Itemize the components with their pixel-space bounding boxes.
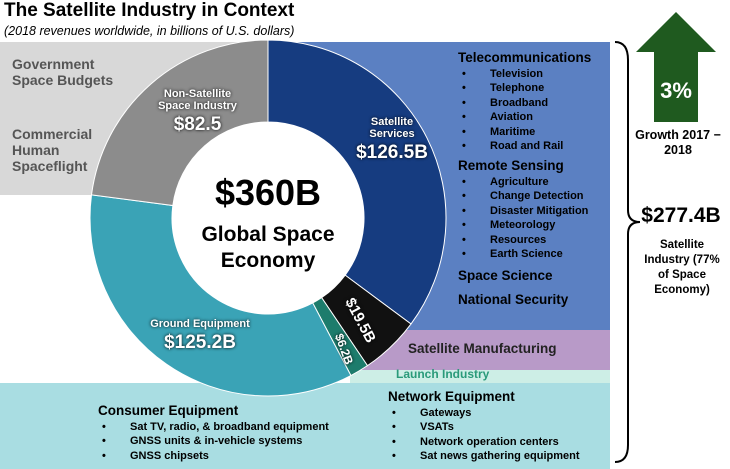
list-item: GNSS chipsets xyxy=(102,449,329,464)
center-circle xyxy=(172,122,364,314)
heading: Remote Sensing xyxy=(458,158,564,173)
category-band-label: Launch Industry xyxy=(396,367,490,381)
heading: Consumer Equipment xyxy=(98,403,239,418)
service-text: Space Science xyxy=(458,268,553,283)
list-item: Gateways xyxy=(392,406,580,421)
list: AgricultureChange DetectionDisaster Miti… xyxy=(458,175,589,262)
gov-text: Government Space Budgets xyxy=(12,56,114,88)
gov-text: Commercial Human Spaceflight xyxy=(12,126,93,174)
chart-title: The Satellite Industry in Context xyxy=(4,0,295,21)
growth-value: 3% xyxy=(660,78,692,103)
segment-label: Satellite Services $126.5B xyxy=(352,116,432,164)
list-item: Television xyxy=(462,67,591,82)
segment-label: Ground Equipment $125.2B xyxy=(135,318,265,354)
subtitle: (2018 revenues worldwide, in billions of… xyxy=(4,24,295,38)
heading: Network Equipment xyxy=(388,389,515,404)
telecom: Telecommunications TelevisionTelephoneBro… xyxy=(458,50,592,154)
growth-arrow xyxy=(636,12,716,122)
list-item: Sat news gathering equipment xyxy=(392,449,579,464)
list-item: Road and Rail xyxy=(462,139,591,154)
service-text: National Security xyxy=(458,292,569,307)
list-item: Network operation centers xyxy=(392,435,580,450)
list-item: Change Detection xyxy=(462,189,588,204)
growth-label: Growth 2017 − 2018 xyxy=(635,128,721,157)
list-item: Agriculture xyxy=(462,175,588,190)
segment-label: Non-Satellite Space Industry $82.5 xyxy=(150,88,245,136)
list-item: Aviation xyxy=(462,110,591,125)
segment-name: Non-Satellite Space Industry xyxy=(158,88,237,112)
list-item: Sat TV, radio, & broadband equipment xyxy=(102,420,329,435)
industry-label: Satellite Industry (77% of Space Economy… xyxy=(644,239,720,296)
manufacturing-band xyxy=(360,330,610,370)
segment-name: Ground Equipment xyxy=(150,318,250,330)
consumer: Consumer Equipment Sat TV, radio, & broad… xyxy=(98,403,329,464)
center-value: $360B xyxy=(214,172,322,213)
industry-value: $277.4B xyxy=(641,204,721,227)
center-label: Global Space Economy xyxy=(201,223,335,272)
list-item: Resources xyxy=(462,233,588,248)
remote-sensing: Remote Sensing AgricultureChange Detectio… xyxy=(458,158,589,262)
list-item: Disaster Mitigation xyxy=(462,204,589,219)
list: GatewaysVSATsNetwork operation centersSa… xyxy=(388,406,580,464)
heading: Telecommunications xyxy=(458,50,592,65)
network: Network Equipment GatewaysVSATsNetwork op… xyxy=(388,389,580,464)
launch-band xyxy=(350,370,610,383)
donut xyxy=(89,39,447,397)
list-item: Maritime xyxy=(462,125,591,140)
value-label: $125.2B xyxy=(164,332,236,353)
value-label: $126.5B xyxy=(356,142,428,163)
category-band-label: Satellite Manufacturing xyxy=(408,341,557,356)
list: Sat TV, radio, & broadband equipmentGNSS… xyxy=(98,420,329,464)
segment-name: Satellite Services xyxy=(369,116,415,140)
list-item: Earth Science xyxy=(462,247,588,262)
list-item: Meteorology xyxy=(462,218,588,233)
bracket xyxy=(614,41,641,463)
list-item: Telephone xyxy=(462,81,591,96)
list-item: GNSS units & in-vehicle systems xyxy=(102,434,329,449)
list-item: Broadband xyxy=(462,96,591,111)
list: TelevisionTelephoneBroadbandAviationMari… xyxy=(458,67,591,154)
list-item: VSATs xyxy=(392,420,580,435)
value-label: $82.5 xyxy=(173,114,222,135)
